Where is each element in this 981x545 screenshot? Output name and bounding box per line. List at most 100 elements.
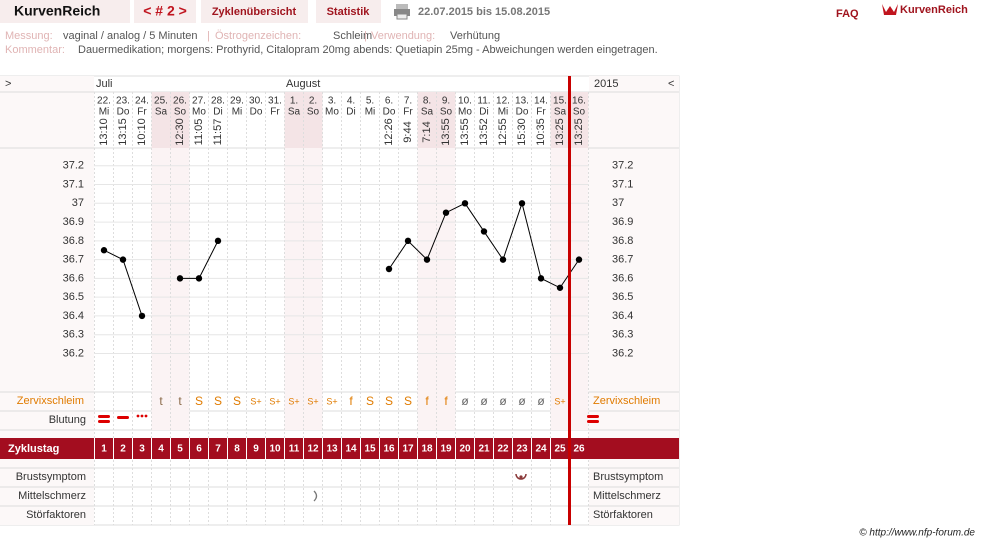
weekday-label: So bbox=[440, 107, 453, 118]
cycle-nav[interactable]: < # 2 > bbox=[143, 3, 187, 19]
date-label: 22. bbox=[97, 96, 111, 107]
cycle-day: 19 bbox=[440, 444, 452, 455]
y-tick-label: 37 bbox=[612, 197, 624, 209]
weekend-shade bbox=[417, 148, 437, 430]
y-tick-label: 36.6 bbox=[612, 272, 633, 284]
cervix-symbol: S bbox=[404, 394, 412, 408]
cervix-symbol: t bbox=[159, 394, 163, 408]
cycle-day: 5 bbox=[177, 444, 183, 455]
y-tick-label: 37.2 bbox=[63, 160, 84, 172]
time-label: 13:25 bbox=[573, 118, 585, 146]
temperature-point bbox=[138, 312, 146, 320]
cervix-symbol: S+ bbox=[326, 396, 337, 406]
weekday-label: So bbox=[174, 107, 187, 118]
date-label: 8. bbox=[423, 96, 431, 107]
weekday-label: Mi bbox=[232, 107, 243, 118]
cervix-symbol: f bbox=[349, 394, 353, 408]
cycle-day: 25 bbox=[554, 444, 566, 455]
row-label: Zervixschleim bbox=[593, 395, 660, 407]
weekday-label: Fr bbox=[270, 107, 280, 118]
cycle-day: 11 bbox=[289, 444, 300, 455]
cycle-day: 4 bbox=[158, 444, 164, 455]
date-label: 1. bbox=[290, 96, 298, 107]
cervix-symbol: S bbox=[195, 394, 203, 408]
cycle-day: 14 bbox=[345, 444, 357, 455]
date-label: 23. bbox=[116, 96, 130, 107]
breast-icon bbox=[515, 473, 527, 480]
tab-box[interactable] bbox=[201, 0, 308, 23]
print-icon[interactable] bbox=[394, 4, 410, 20]
cycle-day: 13 bbox=[326, 444, 338, 455]
time-label: 11:57 bbox=[212, 119, 224, 146]
cycle-day: 2 bbox=[120, 444, 126, 455]
weekday-label: Sa bbox=[155, 107, 168, 118]
bleeding-icon bbox=[98, 414, 599, 423]
cycle-box[interactable] bbox=[134, 0, 196, 23]
weekday-label: Fr bbox=[403, 107, 413, 118]
weekend-shade bbox=[303, 92, 323, 148]
date-label: 7. bbox=[404, 96, 412, 107]
tab[interactable]: Zyklenübersicht bbox=[212, 6, 297, 18]
y-tick-label: 36.5 bbox=[63, 291, 84, 303]
row-label: Mittelschmerz bbox=[593, 490, 661, 502]
date-label: 6. bbox=[385, 96, 393, 107]
weekday-label: Mo bbox=[325, 107, 339, 118]
date-label: 24. bbox=[135, 96, 149, 107]
time-label: 7:14 bbox=[421, 121, 433, 142]
time-label: 9:44 bbox=[402, 121, 414, 142]
weekend-shade bbox=[170, 148, 190, 430]
weekday-label: Sa bbox=[421, 107, 434, 118]
weekday-label: Mo bbox=[458, 107, 472, 118]
time-label: 13:55 bbox=[459, 118, 471, 146]
comment: Dauermedikation; morgens: Prothyrid, Cit… bbox=[78, 44, 658, 56]
separator: | bbox=[364, 30, 367, 42]
tab[interactable]: Statistik bbox=[327, 6, 371, 18]
time-label: 10:10 bbox=[136, 118, 148, 146]
nav-right[interactable]: < bbox=[668, 78, 674, 90]
time-label: 12:30 bbox=[174, 118, 186, 146]
weekday-label: Sa bbox=[554, 107, 567, 118]
cycle-day: 24 bbox=[535, 444, 547, 455]
time-label: 13:52 bbox=[478, 118, 490, 146]
cycle-day: 21 bbox=[478, 444, 490, 455]
logo-icon bbox=[882, 4, 898, 15]
y-tick-label: 36.2 bbox=[612, 347, 633, 359]
cervix-symbol: ø bbox=[480, 394, 488, 408]
weekday-label: So bbox=[307, 107, 320, 118]
weekday-label: Mi bbox=[99, 107, 110, 118]
temperature-point bbox=[385, 265, 393, 273]
date-label: 13. bbox=[515, 96, 529, 107]
cervix-symbol: S bbox=[385, 394, 393, 408]
faq[interactable]: FAQ bbox=[836, 8, 859, 20]
brand: KurvenReich bbox=[14, 3, 100, 19]
weekday-label: Mo bbox=[192, 107, 206, 118]
time-label: 15:30 bbox=[516, 118, 528, 146]
row-label: Mittelschmerz bbox=[18, 490, 86, 502]
logo[interactable]: KurvenReich bbox=[900, 4, 968, 16]
weekend-shade bbox=[170, 92, 190, 148]
weekend-shade bbox=[284, 148, 304, 430]
time-label: 13:15 bbox=[117, 118, 129, 146]
date-label: 11. bbox=[477, 96, 490, 107]
y-tick-label: 36.3 bbox=[63, 329, 84, 341]
date-label: 2. bbox=[309, 96, 317, 107]
weekend-shade bbox=[569, 148, 589, 430]
weekend-shade bbox=[303, 148, 323, 430]
date-label: 15. bbox=[553, 96, 567, 107]
y-tick-label: 36.5 bbox=[612, 291, 633, 303]
y-tick-label: 36.6 bbox=[63, 272, 84, 284]
temperature-point bbox=[176, 275, 184, 282]
value: Verhütung bbox=[450, 30, 500, 42]
nav-left[interactable]: > bbox=[5, 78, 11, 90]
weekend-shade bbox=[550, 92, 570, 148]
weekday-label: So bbox=[573, 107, 586, 118]
weekday-label: Mi bbox=[365, 107, 376, 118]
cycle-day: 3 bbox=[139, 444, 145, 455]
cervix-symbol: f bbox=[425, 394, 429, 408]
date-range: 22.07.2015 bis 15.08.2015 bbox=[418, 6, 550, 18]
cycle-day: 12 bbox=[307, 444, 319, 455]
date-label: 26. bbox=[173, 96, 187, 107]
temperature-point bbox=[499, 256, 507, 263]
tab-box[interactable] bbox=[316, 0, 381, 23]
